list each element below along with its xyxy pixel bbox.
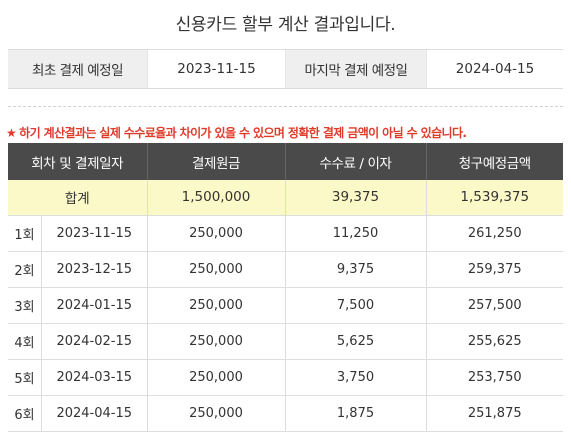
header-billed: 청구예정금액 bbox=[426, 143, 563, 180]
installment-number: 1회 bbox=[8, 215, 42, 251]
billed-cell: 257,500 bbox=[426, 287, 563, 324]
installment-number: 3회 bbox=[8, 287, 42, 323]
billed-cell: 255,625 bbox=[426, 323, 563, 360]
disclaimer-text: 하기 계산결과는 실제 수수료율과 차이가 있을 수 있으며 정확한 결제 금액… bbox=[19, 126, 467, 140]
fee-cell: 5,625 bbox=[285, 323, 427, 360]
fee-cell: 7,500 bbox=[285, 287, 427, 324]
principal-cell: 250,000 bbox=[147, 287, 286, 324]
disclaimer-notice: ★ 하기 계산결과는 실제 수수료율과 차이가 있을 수 있으며 정확한 결제 금… bbox=[6, 124, 571, 141]
header-principal: 결제원금 bbox=[147, 143, 286, 180]
round-date-cell: 5회 2024-03-15 bbox=[8, 359, 148, 396]
total-principal: 1,500,000 bbox=[147, 180, 286, 216]
principal-cell: 250,000 bbox=[147, 251, 286, 288]
table-row: 2회 2023-12-15 250,000 9,375 259,375 bbox=[8, 251, 563, 288]
installment-table: 회차 및 결제일자 결제원금 수수료 / 이자 청구예정금액 합계 1,500,… bbox=[8, 143, 563, 432]
installment-number: 6회 bbox=[8, 395, 42, 431]
installment-number: 4회 bbox=[8, 323, 42, 359]
round-date-cell: 1회 2023-11-15 bbox=[8, 215, 148, 252]
section-divider bbox=[8, 106, 563, 107]
round-date-cell: 2회 2023-12-15 bbox=[8, 251, 148, 288]
payment-date: 2024-04-15 bbox=[56, 405, 133, 421]
table-row: 1회 2023-11-15 250,000 11,250 261,250 bbox=[8, 215, 563, 252]
table-row: 5회 2024-03-15 250,000 3,750 253,750 bbox=[8, 359, 563, 396]
round-date-cell: 4회 2024-02-15 bbox=[8, 323, 148, 360]
star-icon: ★ bbox=[6, 126, 17, 140]
fee-cell: 11,250 bbox=[285, 215, 427, 252]
total-label: 합계 bbox=[8, 180, 148, 216]
principal-cell: 250,000 bbox=[147, 215, 286, 252]
total-billed: 1,539,375 bbox=[426, 180, 563, 216]
last-payment-value: 2024-04-15 bbox=[426, 50, 563, 88]
table-row: 6회 2024-04-15 250,000 1,875 251,875 bbox=[8, 395, 563, 432]
last-payment-label: 마지막 결제 예정일 bbox=[285, 50, 426, 88]
table-row: 4회 2024-02-15 250,000 5,625 255,625 bbox=[8, 323, 563, 360]
installment-number: 2회 bbox=[8, 251, 42, 287]
first-payment-label: 최초 결제 예정일 bbox=[8, 50, 147, 88]
total-fee: 39,375 bbox=[285, 180, 427, 216]
table-row: 3회 2024-01-15 250,000 7,500 257,500 bbox=[8, 287, 563, 324]
payment-dates-summary: 최초 결제 예정일 2023-11-15 마지막 결제 예정일 2024-04-… bbox=[8, 49, 563, 89]
total-row: 합계 1,500,000 39,375 1,539,375 bbox=[8, 180, 563, 216]
round-date-cell: 6회 2024-04-15 bbox=[8, 395, 148, 432]
fee-cell: 1,875 bbox=[285, 395, 427, 432]
payment-date: 2023-11-15 bbox=[56, 225, 133, 241]
payment-date: 2024-02-15 bbox=[56, 333, 133, 349]
installment-number: 5회 bbox=[8, 359, 42, 395]
fee-cell: 3,750 bbox=[285, 359, 427, 396]
principal-cell: 250,000 bbox=[147, 395, 286, 432]
payment-date: 2024-01-15 bbox=[56, 297, 133, 313]
principal-cell: 250,000 bbox=[147, 323, 286, 360]
round-date-cell: 3회 2024-01-15 bbox=[8, 287, 148, 324]
billed-cell: 253,750 bbox=[426, 359, 563, 396]
header-fee: 수수료 / 이자 bbox=[285, 143, 427, 180]
billed-cell: 261,250 bbox=[426, 215, 563, 252]
page-title: 신용카드 할부 계산 결과입니다. bbox=[175, 15, 396, 35]
payment-date: 2023-12-15 bbox=[56, 261, 133, 277]
fee-cell: 9,375 bbox=[285, 251, 427, 288]
billed-cell: 259,375 bbox=[426, 251, 563, 288]
header-round-date: 회차 및 결제일자 bbox=[8, 143, 148, 180]
principal-cell: 250,000 bbox=[147, 359, 286, 396]
first-payment-value: 2023-11-15 bbox=[147, 50, 285, 88]
billed-cell: 251,875 bbox=[426, 395, 563, 432]
payment-date: 2024-03-15 bbox=[56, 369, 133, 385]
table-header-row: 회차 및 결제일자 결제원금 수수료 / 이자 청구예정금액 bbox=[8, 143, 563, 180]
